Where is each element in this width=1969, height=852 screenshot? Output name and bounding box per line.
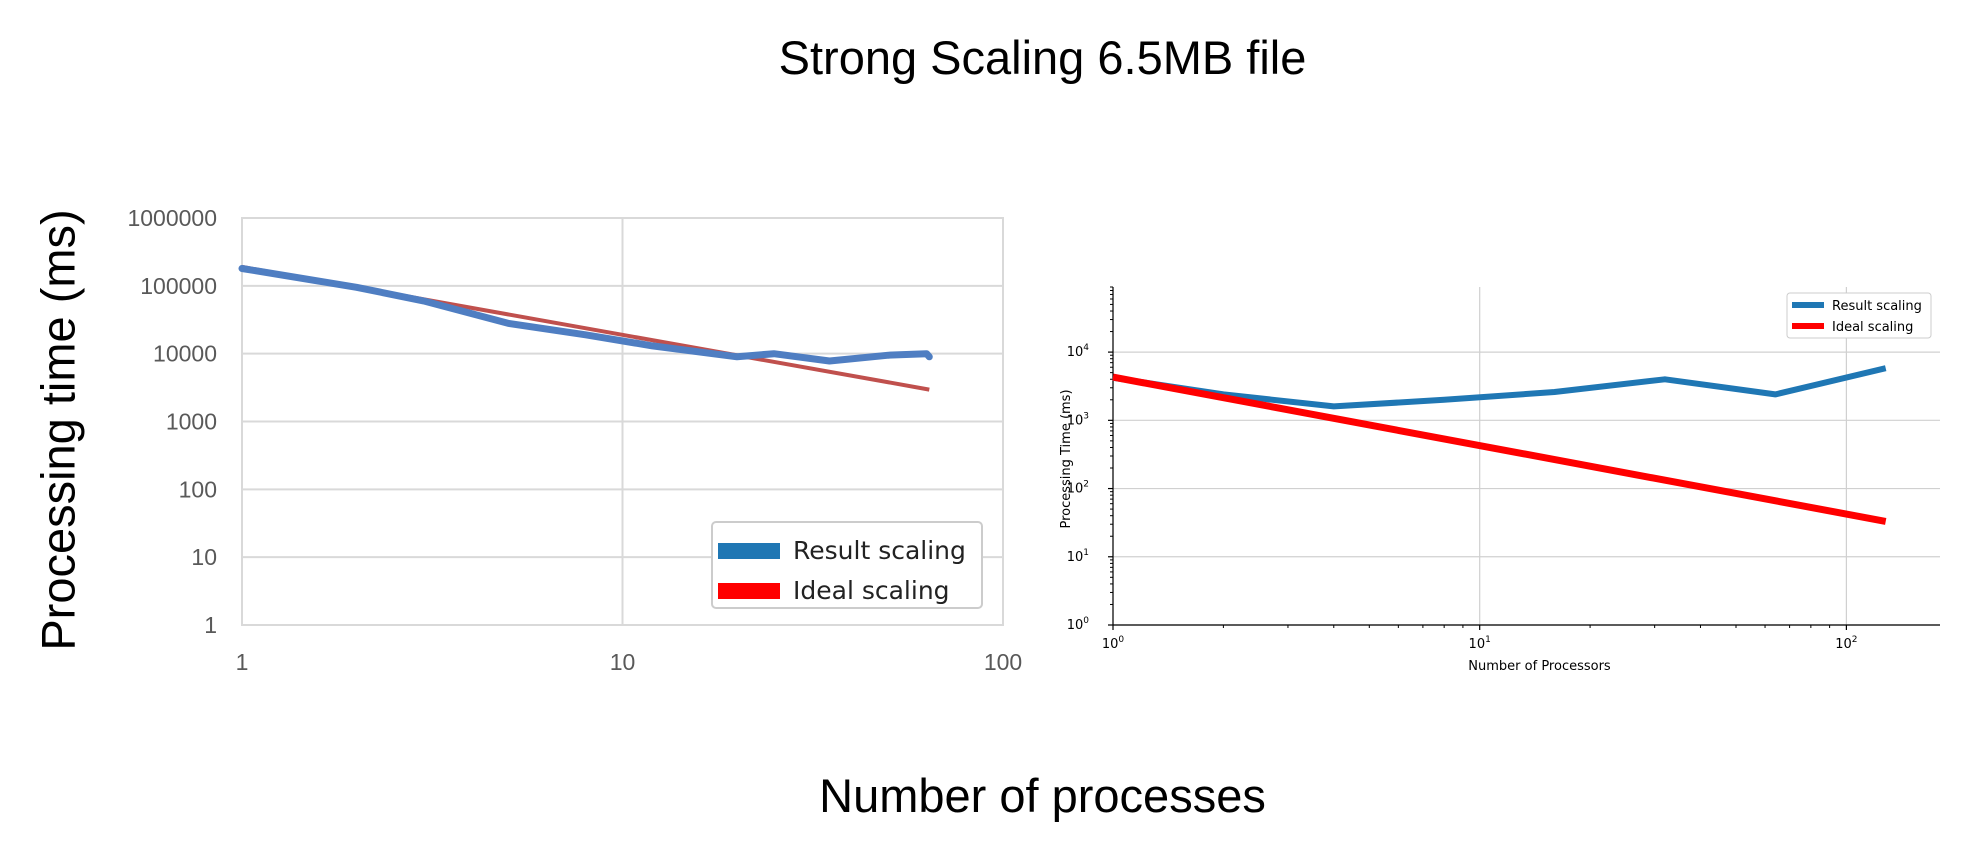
legend: Result scaling Ideal scaling xyxy=(711,521,983,609)
y-tick-label: 1000000 xyxy=(127,205,217,231)
ideal-scaling-line xyxy=(1112,373,1887,525)
legend: Result scaling Ideal scaling xyxy=(1786,292,1932,339)
y-tick-label: 100 xyxy=(179,476,217,502)
y-tick-label: 100 xyxy=(1067,616,1090,633)
x-tick-label: 100 xyxy=(984,649,1022,675)
y-tick-label: 100000 xyxy=(140,273,217,299)
y-tick-label: 101 xyxy=(1067,548,1089,565)
x-tick-label: 102 xyxy=(1835,635,1857,652)
legend-label: Ideal scaling xyxy=(793,576,950,605)
legend-swatch xyxy=(718,543,780,559)
result-scaling-line xyxy=(1112,365,1887,410)
result-scaling-line xyxy=(238,265,933,365)
x-tick-label: 10 xyxy=(610,649,636,675)
y-axis-label: Processing Time (ms) xyxy=(1059,389,1074,528)
x-tick-label: 1 xyxy=(236,649,249,675)
legend-swatch xyxy=(718,583,780,599)
legend-label: Ideal scaling xyxy=(1832,320,1913,335)
legend-label: Result scaling xyxy=(1832,299,1922,314)
figure-title: Strong Scaling 6.5MB file xyxy=(778,31,1307,84)
legend-label: Result scaling xyxy=(793,536,966,565)
x-tick-label: 100 xyxy=(1102,635,1125,652)
y-tick-label: 10000 xyxy=(153,341,217,367)
x-tick-label: 101 xyxy=(1469,635,1491,652)
x-axis-label: Number of Processors xyxy=(1468,659,1611,674)
y-tick-label: 1000 xyxy=(166,409,217,435)
y-tick-label: 10 xyxy=(191,544,217,570)
y-tick-label: 1 xyxy=(204,612,217,638)
figure-x-axis-label: Number of processes xyxy=(819,769,1266,822)
y-tick-label: 104 xyxy=(1067,343,1090,360)
